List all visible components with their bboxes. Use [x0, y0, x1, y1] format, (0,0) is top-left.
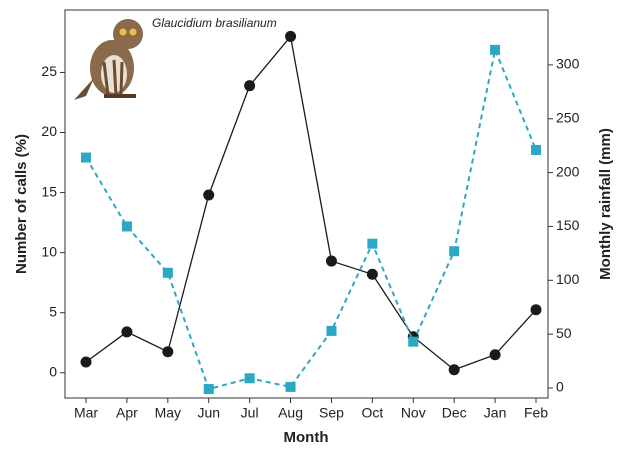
point — [531, 304, 542, 315]
y2-tick-label: 200 — [556, 163, 580, 179]
point — [244, 80, 255, 91]
point — [245, 373, 255, 383]
point — [286, 382, 296, 392]
y-tick-label: 25 — [41, 63, 57, 79]
y-tick-label: 10 — [41, 243, 57, 259]
point — [285, 31, 296, 42]
x-tick-label: Jan — [484, 405, 507, 421]
point — [367, 269, 378, 280]
x-tick-label: Dec — [442, 405, 467, 421]
y2-tick-label: 0 — [556, 379, 564, 395]
point — [326, 326, 336, 336]
y2-tick-label: 150 — [556, 217, 580, 233]
series-line — [86, 50, 536, 389]
x-tick-label: Aug — [278, 405, 303, 421]
series-line — [86, 36, 536, 369]
x-tick-label: Nov — [401, 405, 426, 421]
y2-axis-label: Monthly rainfall (mm) — [597, 128, 614, 280]
x-axis-label: Month — [284, 429, 329, 446]
x-tick-label: Sep — [319, 405, 344, 421]
x-tick-label: Apr — [116, 405, 138, 421]
point — [122, 221, 132, 231]
point — [203, 189, 214, 200]
point — [162, 346, 173, 357]
point — [121, 326, 132, 337]
x-tick-label: Oct — [361, 405, 383, 421]
point — [326, 256, 337, 267]
y-tick-label: 20 — [41, 123, 57, 139]
y2-tick-label: 250 — [556, 109, 580, 125]
x-tick-label: Jun — [197, 405, 220, 421]
x-tick-label: May — [155, 405, 181, 421]
y2-tick-label: 100 — [556, 271, 580, 287]
y-tick-label: 5 — [49, 303, 57, 319]
y2-tick-label: 50 — [556, 325, 572, 341]
point — [531, 145, 541, 155]
y-axis-label: Number of calls (%) — [13, 134, 30, 274]
point — [163, 268, 173, 278]
y-tick-label: 0 — [49, 363, 57, 379]
point — [449, 246, 459, 256]
point — [81, 356, 92, 367]
point — [204, 384, 214, 394]
point — [490, 45, 500, 55]
point — [81, 153, 91, 163]
point — [408, 337, 418, 347]
chart: Glaucidium brasilianum Month Number of c… — [0, 0, 621, 450]
point — [449, 364, 460, 375]
x-tick-label: Mar — [74, 405, 98, 421]
plot-frame — [65, 10, 548, 398]
x-tick-label: Feb — [524, 405, 548, 421]
point — [490, 349, 501, 360]
point — [367, 239, 377, 249]
species-label: Glaucidium brasilianum — [152, 16, 277, 30]
y-tick-label: 15 — [41, 183, 57, 199]
x-tick-label: Jul — [241, 405, 259, 421]
y2-tick-label: 300 — [556, 56, 580, 72]
owl-icon — [74, 19, 143, 100]
